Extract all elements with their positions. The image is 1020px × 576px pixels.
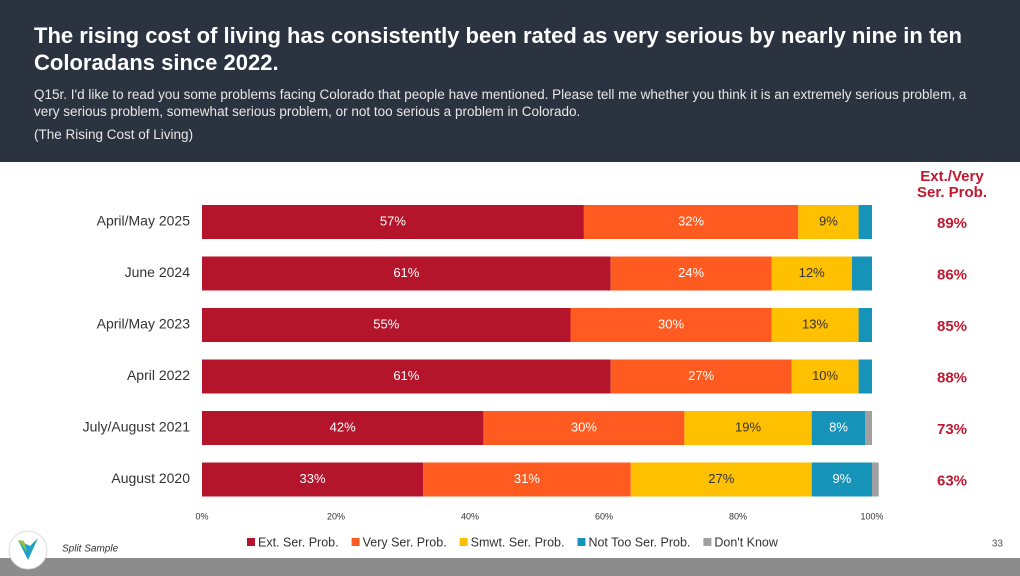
legend-swatch: [577, 538, 586, 546]
total-label: 73%: [937, 421, 967, 438]
logo-leaf: [18, 540, 27, 552]
bar-segment: [570, 308, 772, 342]
category-label: April 2022: [127, 367, 190, 383]
data-label: 12%: [799, 265, 825, 280]
data-label: 42%: [330, 419, 356, 434]
data-label: 24%: [678, 265, 704, 280]
data-label: 31%: [514, 471, 540, 486]
bar-segment: [858, 359, 872, 394]
bar-segment: [771, 256, 852, 291]
legend-swatch: [351, 538, 360, 546]
bar-segment: [858, 205, 872, 239]
data-label: 30%: [571, 419, 597, 434]
bar-segment: [811, 411, 866, 445]
footer-left: Split Sample: [62, 544, 119, 555]
bar-segment: [851, 256, 872, 291]
data-label: 9%: [832, 471, 851, 486]
bar-segment: [202, 308, 571, 342]
bar-segment: [610, 256, 772, 291]
category-label: April/May 2025: [97, 213, 191, 229]
data-label: 27%: [708, 471, 734, 486]
data-label: 19%: [735, 419, 761, 434]
data-label: 33%: [300, 471, 326, 486]
bar-segment: [771, 308, 859, 342]
bar-segment: [202, 205, 584, 239]
category-label: July/August 2021: [83, 419, 191, 435]
data-label: 57%: [380, 213, 406, 228]
data-label: 13%: [802, 316, 828, 331]
bar-segment: [811, 462, 872, 497]
category-label: June 2024: [125, 264, 191, 280]
data-label: 27%: [688, 368, 714, 383]
page-number: 33: [992, 539, 1004, 550]
data-label: 55%: [373, 316, 399, 331]
bar-segment: [483, 411, 685, 445]
total-label: 63%: [937, 472, 967, 489]
data-label: 61%: [393, 368, 419, 383]
bar-segment: [583, 205, 799, 239]
x-tick-label: 100%: [860, 511, 883, 521]
x-tick-label: 0%: [195, 511, 208, 521]
footer-strip: [0, 558, 1020, 576]
x-tick-label: 80%: [729, 511, 747, 521]
data-label: 10%: [812, 368, 838, 383]
note: (The Rising Cost of Living): [34, 127, 194, 142]
title: The rising cost of living has consistent…: [34, 23, 962, 75]
legend-swatch: [247, 538, 255, 546]
bar-segment: [865, 411, 872, 445]
data-label: 30%: [658, 316, 684, 331]
bar-segment: [858, 308, 872, 342]
category-label: August 2020: [111, 470, 190, 486]
subtitle: Q15r. I'd like to read you some problems…: [34, 87, 967, 119]
legend-label: Very Ser. Prob.: [363, 535, 447, 549]
legend-label: Ext. Ser. Prob.: [258, 535, 339, 549]
bar-segment: [202, 256, 611, 291]
total-label: 89%: [937, 215, 967, 232]
total-label: 88%: [937, 369, 967, 386]
bar-segment: [791, 359, 859, 394]
bar-segment: [202, 462, 424, 497]
x-tick-label: 40%: [461, 511, 479, 521]
data-label: 32%: [678, 213, 704, 228]
x-tick-label: 20%: [327, 511, 345, 521]
legend-swatch: [703, 538, 712, 546]
legend-swatch: [459, 538, 468, 546]
bar-segment: [630, 462, 812, 497]
bar-segment: [202, 411, 484, 445]
bar-segment: [202, 359, 611, 394]
bar-segment: [684, 411, 812, 445]
legend-label: Don't Know: [714, 535, 779, 549]
total-label: 85%: [937, 318, 967, 335]
total-label: 86%: [937, 266, 967, 283]
bar-segment: [798, 205, 859, 239]
bar-segment: [423, 462, 631, 497]
data-label: 61%: [393, 265, 419, 280]
legend-label: Not Too Ser. Prob.: [588, 535, 690, 549]
bar-segment: [872, 462, 879, 497]
header: The rising cost of living has consistent…: [0, 0, 1020, 162]
total-header: Ext./Very Ser. Prob.: [917, 168, 987, 201]
x-tick-label: 60%: [595, 511, 613, 521]
data-label: 9%: [819, 213, 838, 228]
category-label: April/May 2023: [97, 316, 191, 332]
data-label: 8%: [829, 419, 848, 434]
legend-label: Smwt. Ser. Prob.: [471, 535, 565, 549]
bar-segment: [610, 359, 792, 394]
